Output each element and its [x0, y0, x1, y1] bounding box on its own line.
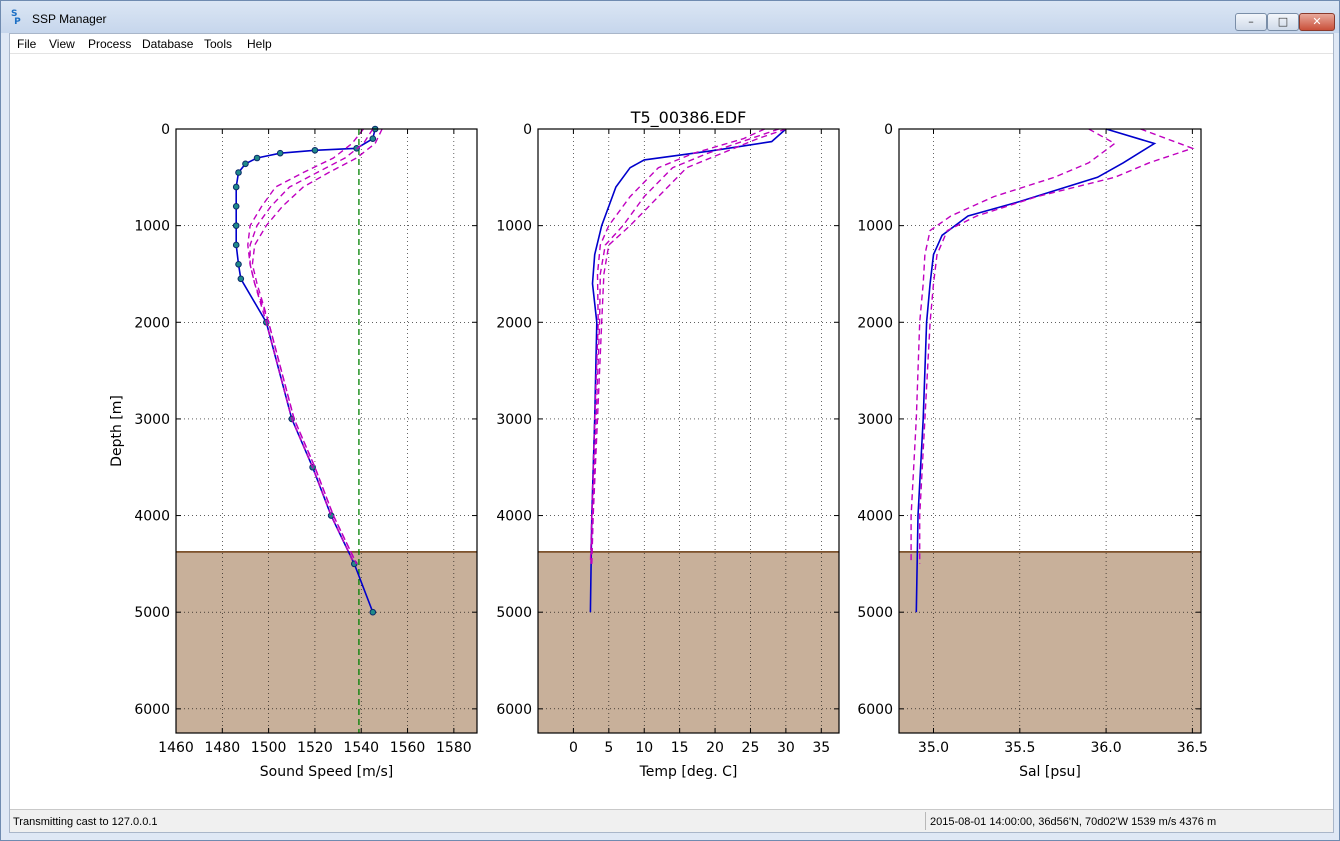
client-area: File View Process Database Tools Help 14… [9, 33, 1334, 833]
maximize-button[interactable]: □ [1267, 13, 1299, 31]
panel-2-xtick-label: 10 [635, 740, 653, 756]
panel-3-ytick-label: 6000 [857, 702, 893, 718]
panel-3-xtick-label: 35.5 [1004, 740, 1035, 756]
panel-1-profile-point [242, 160, 249, 168]
panel-3-ytick-label: 5000 [857, 605, 893, 621]
close-icon: ✕ [1312, 15, 1322, 28]
panel-2-xtick-label: 35 [812, 740, 830, 756]
panel-3-reference-line-1 [910, 128, 1116, 564]
panel-2-xtick-label: 25 [742, 740, 760, 756]
panel-1-ytick-label: 4000 [134, 509, 170, 525]
panel-1-profile-point [253, 154, 261, 162]
panel-1-xtick-label: 1560 [390, 740, 426, 756]
panel-3-xtick-label: 36.5 [1177, 740, 1208, 756]
panel-1-profile-point [232, 222, 240, 229]
panel-2-xlabel: Temp [deg. C] [639, 764, 738, 780]
panel-1-profile-point [369, 608, 377, 616]
panel-3-ytick-label: 4000 [857, 509, 893, 525]
panel-1-ytick-label: 0 [161, 122, 170, 138]
panel-2-profile-line [589, 128, 787, 613]
panel-1-profile-point [235, 260, 242, 268]
panel-1-xtick-label: 1580 [436, 740, 472, 756]
menu-file[interactable]: File [17, 37, 37, 51]
ssp-logo-icon: S P [11, 9, 21, 27]
panel-2-ytick-label: 6000 [496, 702, 532, 718]
panel-3-ytick-label: 0 [884, 122, 893, 138]
panel-1-xtick-label: 1460 [158, 740, 194, 756]
panel-3-seafloor-area [899, 551, 1201, 733]
panel-2-ytick-label: 5000 [496, 605, 532, 621]
panel-2-reference-line-2 [590, 128, 780, 564]
panel-2-title: T5_00386.EDF [630, 108, 747, 128]
panel-1-profile-point [232, 183, 240, 191]
panel-2-reference-line-3 [591, 128, 787, 564]
panel-2-ytick-label: 0 [523, 122, 532, 138]
panel-1-xtick-label: 1500 [251, 740, 287, 756]
panel-2-xtick-label: 15 [671, 740, 689, 756]
menu-view[interactable]: View [49, 37, 75, 51]
title-bar[interactable]: S P SSP Manager – □ ✕ [1, 1, 1339, 33]
window-title: SSP Manager [32, 12, 107, 26]
panel-1-xtick-label: 1480 [204, 740, 240, 756]
panel-1-profile-point [311, 146, 319, 154]
panel-2-xtick-label: 5 [604, 740, 613, 756]
cast-info: 2015-08-01 14:00:00, 36d56'N, 70d02'W 15… [930, 816, 1217, 828]
panel-1-profile-point [235, 169, 242, 176]
status-message: Transmitting cast to 127.0.0.1 [13, 816, 158, 828]
panel-1-axes-frame [175, 128, 478, 734]
panel-1-ytick-label: 3000 [134, 412, 170, 428]
panel-1-reference-line-1 [247, 128, 365, 565]
menu-bar: File View Process Database Tools Help [10, 34, 1333, 54]
minimize-button[interactable]: – [1235, 13, 1267, 31]
panel-2-xtick-label: 20 [706, 740, 724, 756]
panel-3-ytick-label: 3000 [857, 412, 893, 428]
panel-3-xlabel: Sal [psu] [1019, 764, 1081, 780]
panel-2-ytick-label: 3000 [496, 412, 532, 428]
menu-process[interactable]: Process [88, 37, 132, 51]
panel-2-xtick-label: 30 [777, 740, 795, 756]
panel-3-xtick-label: 36.0 [1090, 740, 1121, 756]
panel-1-reference-line-3 [251, 128, 383, 565]
panel-3-ytick-label: 1000 [857, 219, 893, 235]
panel-3-profile-line [915, 128, 1157, 613]
menu-database[interactable]: Database [142, 37, 194, 51]
panel-1-seafloor-area [176, 551, 477, 733]
panel-3-xtick-label: 35.0 [918, 740, 949, 756]
panel-1-ytick-label: 5000 [134, 605, 170, 621]
menu-tools[interactable]: Tools [204, 37, 233, 51]
panel-1-ytick-label: 1000 [134, 219, 170, 235]
panel-2-seafloor-area [538, 551, 839, 733]
panel-3-ytick-label: 2000 [857, 315, 893, 331]
panel-2-reference-line-1 [589, 128, 765, 564]
status-divider [925, 812, 926, 830]
menu-help[interactable]: Help [247, 37, 272, 51]
panel-2-axes-frame [537, 128, 840, 734]
panel-2-xtick-label: 0 [569, 740, 578, 756]
profile-figure: 1460 1480 1500 1520 1540 1560 1580010002000300… [109, 108, 1208, 780]
panel-1-reference-line-2 [249, 128, 374, 565]
maximize-icon: □ [1277, 15, 1289, 28]
panel-2-ytick-label: 1000 [496, 219, 532, 235]
panel-1-ylabel: Depth [m] [109, 395, 125, 467]
panel-1-xlabel: Sound Speed [m/s] [260, 764, 393, 780]
panel-1-profile-point [369, 135, 377, 142]
panel-1-profile-point [232, 203, 240, 210]
panel-3-reference-line-2 [919, 128, 1195, 564]
panel-1-profile-point [237, 275, 245, 283]
panel-2-ytick-label: 2000 [496, 315, 532, 331]
panel-1-xtick-label: 1540 [343, 740, 379, 756]
panel-2-ytick-label: 4000 [496, 509, 532, 525]
minimize-icon: – [1248, 15, 1254, 28]
panel-3-axes-frame [898, 128, 1202, 734]
panel-1-profile-line [235, 128, 376, 613]
panel-1-ytick-label: 6000 [134, 702, 170, 718]
status-bar: Transmitting cast to 127.0.0.1 2015-08-0… [10, 809, 1333, 832]
panel-1-profile-point [276, 149, 284, 157]
panel-1-xtick-label: 1520 [297, 740, 333, 756]
panel-1-ytick-label: 2000 [134, 315, 170, 331]
close-button[interactable]: ✕ [1299, 13, 1335, 31]
plot-canvas[interactable]: 1460 1480 1500 1520 1540 1560 1580 0 1000 2000 300… [10, 54, 1333, 809]
panel-1-profile-point [232, 241, 240, 249]
